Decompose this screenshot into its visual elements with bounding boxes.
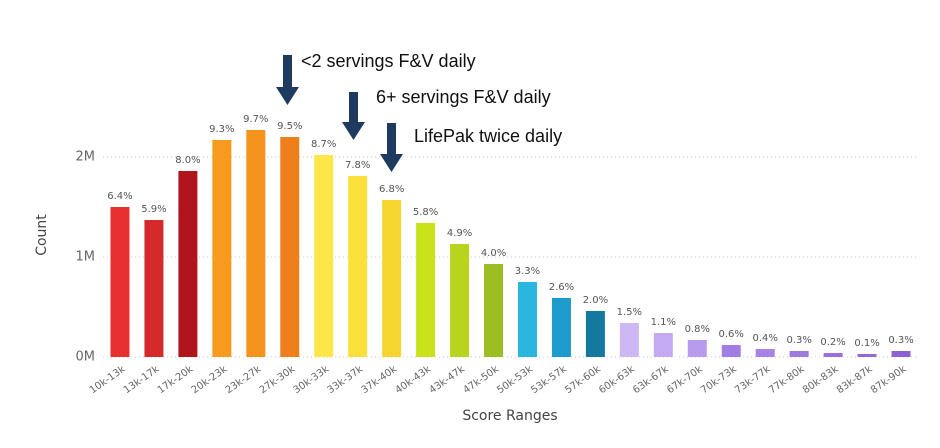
x-axis-label: Score Ranges: [462, 408, 557, 424]
data-label: 0.1%: [854, 338, 879, 349]
x-tick-label: 27k-30k: [258, 364, 298, 396]
bar: [721, 345, 741, 357]
annotation: 6+ servings F&V daily: [376, 87, 551, 107]
data-label: 8.0%: [175, 155, 200, 166]
x-tick-label: 77k-80k: [767, 364, 807, 396]
x-tick-label: 43k-47k: [427, 364, 467, 396]
x-tick-label: 50k-53k: [495, 364, 535, 396]
x-tick-label: 37k-40k: [359, 364, 399, 396]
x-tick-label: 33k-37k: [326, 364, 366, 396]
x-tick-label: 57k-60k: [563, 364, 603, 396]
data-label: 9.5%: [277, 121, 302, 132]
arrow: [380, 123, 403, 172]
bar: [517, 282, 537, 357]
x-tick-label: 23k-27k: [224, 364, 264, 396]
bar: [280, 137, 300, 357]
data-label: 2.0%: [583, 295, 608, 306]
data-label: 0.3%: [888, 335, 913, 346]
bar: [891, 351, 911, 357]
bar: [619, 323, 639, 357]
data-label: 5.9%: [141, 204, 166, 215]
x-tick-label: 10k-13k: [88, 364, 128, 396]
data-label: 0.6%: [719, 329, 744, 340]
y-tick-label: 1M: [76, 250, 96, 265]
x-tick-label: 73k-77k: [733, 364, 773, 396]
bar: [789, 351, 809, 357]
bar: [212, 140, 232, 357]
bar: [823, 353, 843, 357]
data-label: 7.8%: [345, 160, 370, 171]
x-tick-label: 20k-23k: [190, 364, 230, 396]
bar: [484, 264, 504, 357]
bar: [551, 298, 571, 357]
x-tick-label: 17k-20k: [156, 364, 196, 396]
x-tick-label: 80k-83k: [801, 364, 841, 396]
bar: [687, 340, 707, 357]
data-label: 4.9%: [447, 228, 472, 239]
arrow: [342, 92, 365, 140]
bar: [857, 354, 877, 357]
data-label: 5.8%: [413, 207, 438, 218]
bar: [585, 311, 605, 357]
data-label: 8.7%: [311, 139, 336, 150]
y-tick-label: 2M: [76, 150, 96, 165]
data-label: 0.8%: [685, 324, 710, 335]
y-axis-label: Count: [34, 214, 50, 256]
data-label: 9.3%: [209, 124, 234, 135]
data-label: 3.3%: [515, 266, 540, 277]
x-tick-label: 83k-87k: [835, 364, 875, 396]
x-tick-label: 87k-90k: [869, 364, 909, 396]
annotation: <2 servings F&V daily: [301, 51, 476, 71]
data-label: 4.0%: [481, 248, 506, 259]
bar: [144, 220, 164, 357]
bar: [110, 207, 130, 357]
y-tick-label: 0M: [76, 350, 96, 365]
bar: [416, 223, 436, 357]
data-label: 0.2%: [820, 337, 845, 348]
data-label: 0.3%: [786, 335, 811, 346]
bar: [348, 176, 368, 357]
bar: [755, 349, 775, 357]
data-label: 1.1%: [651, 317, 676, 328]
x-tick-label: 30k-33k: [292, 364, 332, 396]
x-tick-label: 53k-57k: [529, 364, 569, 396]
x-tick-label: 63k-67k: [631, 364, 671, 396]
bar: [178, 171, 198, 357]
x-tick-label: 70k-73k: [699, 364, 739, 396]
x-tick-label: 60k-63k: [597, 364, 637, 396]
data-label: 6.8%: [379, 184, 404, 195]
x-tick-label: 67k-70k: [665, 364, 705, 396]
annotation-arrows: [276, 55, 403, 172]
bar: [314, 155, 334, 357]
bar: [246, 130, 266, 357]
x-tick-label: 47k-50k: [461, 364, 501, 396]
data-label: 2.6%: [549, 282, 574, 293]
bar: [382, 200, 402, 357]
bar: [450, 244, 470, 357]
x-tick-label: 40k-43k: [393, 364, 433, 396]
arrow: [276, 55, 299, 105]
data-label: 6.4%: [107, 191, 132, 202]
data-label: 1.5%: [617, 307, 642, 318]
x-tick-label: 13k-17k: [122, 364, 162, 396]
annotation: LifePak twice daily: [414, 126, 562, 146]
data-label: 9.7%: [243, 114, 268, 125]
bar: [653, 333, 673, 357]
data-label: 0.4%: [752, 333, 777, 344]
